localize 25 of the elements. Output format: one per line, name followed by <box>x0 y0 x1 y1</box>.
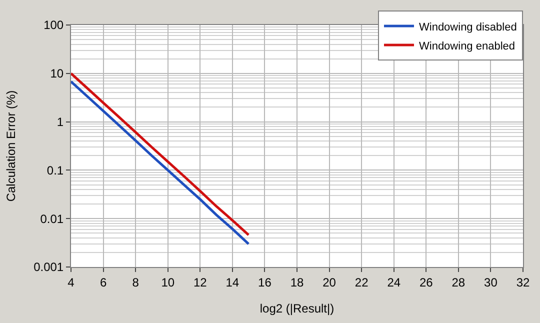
x-tick-label: 28 <box>452 275 466 290</box>
y-tick-label: 10 <box>50 66 64 81</box>
legend-label: Windowing enabled <box>419 40 516 52</box>
legend-label: Windowing disabled <box>419 21 517 34</box>
x-tick-label: 24 <box>387 275 401 290</box>
y-tick-label: 0.1 <box>46 163 64 178</box>
x-tick-label: 30 <box>484 275 498 290</box>
x-tick-label: 18 <box>290 275 304 290</box>
x-tick-label: 20 <box>322 275 336 290</box>
x-tick-label: 8 <box>132 275 140 290</box>
x-tick-label: 6 <box>100 275 107 290</box>
y-axis-title: Calculation Error (%) <box>4 90 18 202</box>
x-tick-label: 4 <box>68 275 75 290</box>
x-tick-label: 26 <box>419 275 434 290</box>
y-tick-label: 100 <box>44 18 64 32</box>
x-tick-label: 32 <box>516 275 530 290</box>
x-axis-title: log2 (|Result|) <box>260 301 334 316</box>
x-tick-label: 22 <box>354 275 369 290</box>
y-tick-label: 1 <box>56 115 64 129</box>
x-tick-label: 10 <box>161 275 175 290</box>
x-tick-label: 16 <box>258 275 272 290</box>
x-tick-label: 12 <box>193 275 208 290</box>
x-tick-label: 14 <box>226 275 240 290</box>
y-tick-label: 0.01 <box>40 212 64 226</box>
y-tick-label: 0.001 <box>34 260 64 274</box>
